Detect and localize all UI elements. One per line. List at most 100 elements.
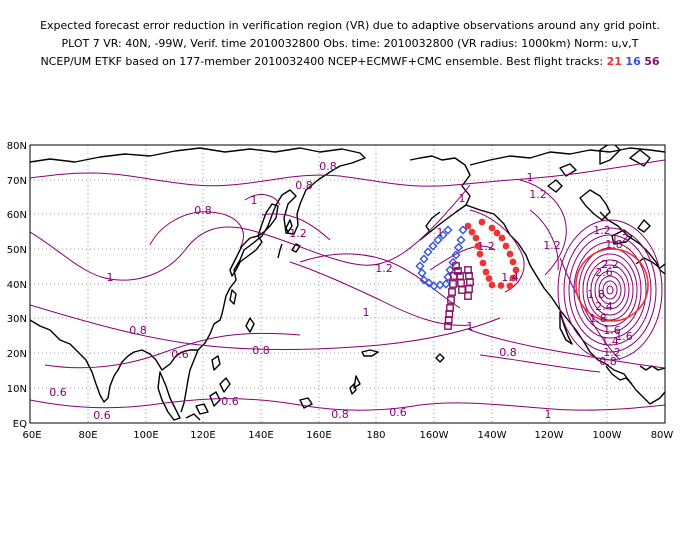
contour-label: 1 — [545, 408, 552, 421]
latitude-labels: 80N 70N 60N 50N 40N 30N 20N 10N EQ — [7, 141, 27, 430]
contour-label: 1.2 — [477, 240, 495, 253]
lon-label: 140E — [248, 430, 273, 441]
contour-label: 1 — [467, 320, 474, 333]
flight-track-16 — [415, 225, 468, 291]
track-point — [438, 230, 448, 240]
track-point — [458, 225, 468, 235]
contour-label: 0.8 — [599, 355, 617, 368]
contour-label: 1 — [363, 306, 370, 319]
contour-label: 0.6 — [171, 348, 189, 361]
contour-label: 0.8 — [252, 344, 270, 357]
track-point — [509, 274, 517, 282]
contour-label: 2.2 — [601, 258, 619, 271]
contour-lines — [30, 159, 665, 411]
track-point — [512, 266, 520, 274]
track-point — [457, 279, 465, 287]
contour-label: 1.2 — [611, 232, 629, 245]
lon-label: 180 — [366, 430, 385, 441]
lat-label: 60N — [7, 210, 27, 221]
contour-label: 0.8 — [319, 160, 337, 173]
contour-label: 1.6 — [603, 324, 621, 337]
track-point — [456, 235, 466, 245]
lon-label: 120E — [190, 430, 215, 441]
track-label-16: 16 — [625, 55, 641, 68]
track-point — [502, 242, 510, 250]
contour-label: 1.2 — [375, 262, 393, 275]
lon-label: 60E — [22, 430, 41, 441]
lon-label: 140W — [478, 430, 507, 441]
contour-label: 1.4 — [601, 335, 619, 348]
track-point — [488, 224, 496, 232]
track-point — [433, 235, 443, 245]
track-point — [482, 268, 490, 276]
lon-label: 100E — [133, 430, 158, 441]
contour-label: 0.8 — [331, 408, 349, 421]
track-point — [506, 282, 514, 290]
contour-label: 1 — [527, 171, 534, 184]
lat-label: 80N — [7, 141, 27, 152]
track-point — [447, 296, 455, 304]
track-point — [428, 241, 438, 251]
lat-label: 20N — [7, 349, 27, 360]
track-point — [451, 250, 461, 260]
contour-label: 1 — [251, 194, 258, 207]
track-point — [476, 250, 484, 258]
lon-label: 160E — [306, 430, 331, 441]
track-point — [465, 285, 473, 293]
lon-label: 80W — [651, 430, 674, 441]
track-point — [478, 218, 486, 226]
contour-label: 0.6 — [389, 406, 407, 419]
flight-track-21 — [464, 218, 520, 290]
contour-label: 0.6 — [221, 395, 239, 408]
contour-label: 1.6 — [615, 330, 633, 343]
track-point — [485, 275, 493, 282]
contour-label: 1.8 — [605, 238, 623, 251]
lon-label: 120W — [535, 430, 564, 441]
map-frame — [29, 144, 666, 424]
lat-label: 70N — [7, 176, 27, 187]
contour-label: 0.6 — [93, 409, 111, 422]
contour-label: 1.2 — [289, 227, 307, 240]
lat-label: 40N — [7, 280, 27, 291]
track-point — [468, 228, 476, 236]
contour-label: 0.8 — [129, 324, 147, 337]
track-label-56: 56 — [644, 55, 660, 68]
verification-region-circle — [575, 248, 649, 322]
track-point — [443, 272, 453, 282]
track-point — [446, 304, 454, 312]
lat-label: 50N — [7, 245, 27, 256]
track-label-21: 21 — [606, 55, 622, 68]
track-point — [509, 258, 517, 266]
track-point — [479, 259, 487, 267]
contour-label: 0.8 — [194, 204, 212, 217]
lat-label: EQ — [13, 419, 27, 430]
track-point — [506, 250, 514, 258]
longitude-labels: 60E 80E 100E 120E 140E 160E 180 160W 140… — [22, 430, 673, 441]
track-point — [472, 234, 480, 242]
contour-label: 0.6 — [49, 386, 67, 399]
track-point — [415, 261, 425, 271]
contour-label: 1 — [437, 226, 444, 239]
track-point — [449, 280, 457, 288]
contour-label: 1.2 — [543, 239, 561, 252]
track-point — [419, 254, 429, 264]
track-point — [464, 266, 472, 274]
ensemble-description: NCEP/UM ETKF based on 177-member 2010032… — [40, 55, 604, 68]
lon-label: 100W — [593, 430, 622, 441]
contour-labels: 1 0.8 0.8 1 1.2 1 1.2 1.2 1 1.2 1.2 1 1.… — [49, 160, 633, 422]
plot-title-line-1: Expected forecast error reduction in ver… — [40, 19, 660, 32]
plot-title-line-3: NCEP/UM ETKF based on 177-member 2010032… — [0, 55, 700, 68]
contour-label: 2.4 — [595, 300, 613, 313]
track-point — [497, 282, 505, 289]
contour-label: 1.8 — [587, 288, 605, 301]
track-point — [423, 247, 433, 257]
track-point — [488, 281, 496, 289]
contour-label: 1.2 — [529, 188, 547, 201]
graticule — [30, 145, 665, 423]
track-point — [454, 267, 462, 275]
contour-label: 2.6 — [595, 266, 613, 279]
track-point — [448, 288, 456, 296]
contour-label: 1.8 — [589, 312, 607, 325]
contour-label: 1 — [107, 271, 114, 284]
